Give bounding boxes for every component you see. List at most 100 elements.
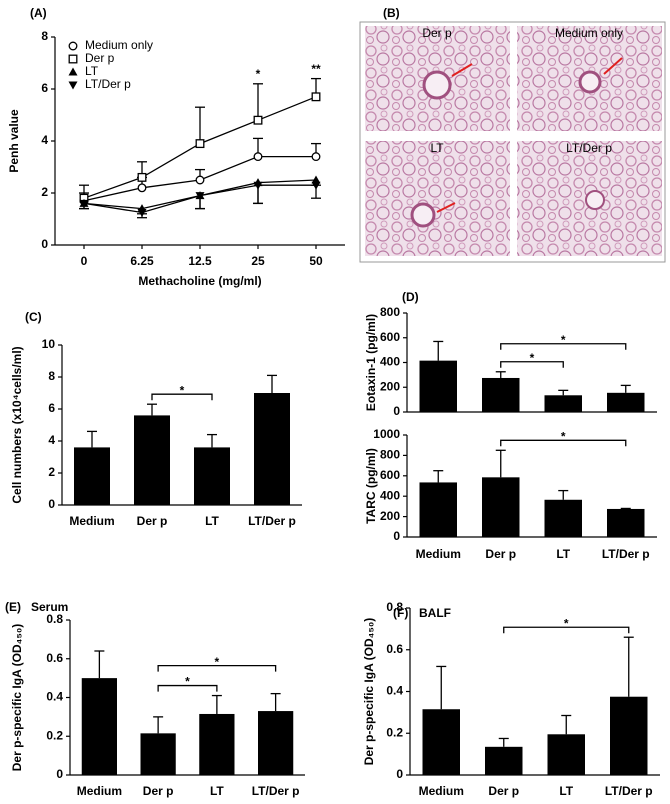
bar [544, 395, 582, 412]
legend-marker [68, 67, 78, 76]
y-tick-label: 0 [396, 767, 403, 781]
x-tick-label: Der p [137, 514, 168, 528]
point [195, 139, 205, 149]
x-tick-label: LT/Der p [248, 514, 296, 528]
point [311, 152, 321, 162]
error-bar [211, 694, 222, 714]
bar [258, 711, 294, 775]
x-tick-label: LT/Der p [602, 547, 650, 561]
y-tick-label: 0.6 [386, 642, 403, 656]
airway [585, 190, 605, 210]
error-bar [253, 83, 263, 121]
micrograph [365, 141, 510, 256]
y-tick-label: 0.6 [46, 651, 63, 665]
bar [254, 393, 290, 505]
point [311, 92, 321, 102]
y-tick-label: 200 [380, 379, 400, 393]
x-tick-label: Der p [485, 547, 516, 561]
y-axis-label: Cell numbers (x10⁴cells/ml) [10, 346, 24, 503]
micrograph-caption: LT [430, 141, 444, 155]
significance-label: * [215, 655, 220, 669]
annotation: ** [311, 62, 321, 76]
x-tick-label: 50 [309, 254, 323, 268]
y-tick-label: 10 [42, 337, 56, 351]
error-bar [195, 106, 205, 144]
y-tick-label: 0.4 [46, 690, 63, 704]
legend-marker [68, 81, 78, 90]
bar [419, 360, 457, 412]
bar [482, 477, 520, 537]
error-bar [207, 433, 217, 448]
legend-marker [68, 54, 78, 64]
error-bar [620, 384, 631, 393]
x-tick-label: Medium [416, 547, 461, 561]
y-tick-label: 0 [48, 497, 55, 511]
y-tick-label: 4 [41, 133, 48, 147]
x-axis-label: Methacholine (mg/ml) [138, 274, 261, 288]
x-tick-label: LT/Der p [605, 784, 653, 798]
y-tick-label: 1000 [373, 427, 400, 441]
error-bar [147, 403, 157, 416]
bar [81, 678, 117, 775]
error-bar [87, 430, 97, 448]
y-axis-label: Eotaxin-1 (pg/ml) [364, 314, 378, 411]
point [311, 175, 321, 184]
x-tick-label: 6.25 [130, 254, 154, 268]
arrow [451, 63, 473, 77]
panel-label: (C) [25, 310, 42, 324]
bar [485, 746, 523, 775]
legend-label: Medium only [85, 38, 153, 52]
y-tick-label: 400 [380, 355, 400, 369]
panel-label: (B) [383, 6, 400, 20]
significance-label: * [564, 616, 569, 630]
arrow [603, 57, 623, 75]
error-bar [153, 716, 164, 734]
significance-bracket [500, 361, 564, 368]
y-tick-label: 800 [380, 448, 400, 462]
y-tick-label: 8 [41, 29, 48, 43]
significance-bracket [157, 684, 218, 692]
bar [140, 733, 176, 775]
arrow [436, 202, 456, 213]
x-tick-label: Medium [77, 784, 122, 798]
y-tick-label: 0 [56, 767, 63, 781]
point [195, 192, 205, 201]
point [311, 181, 321, 190]
legend-label: Der p [85, 51, 115, 65]
airway [410, 202, 436, 228]
micrograph-caption: Der p [422, 26, 452, 40]
airway [578, 70, 602, 94]
bar [194, 447, 230, 505]
y-tick-label: 600 [380, 468, 400, 482]
significance-label: * [561, 429, 566, 443]
point [137, 183, 147, 193]
point [137, 209, 147, 217]
error-bar [623, 636, 634, 697]
error-bar [270, 692, 281, 712]
y-tick-label: 2 [41, 185, 48, 199]
y-tick-label: 0.2 [46, 728, 63, 742]
significance-label: * [185, 675, 190, 689]
significance-bracket [157, 664, 277, 672]
x-tick-label: 25 [251, 254, 265, 268]
x-tick-label: LT [210, 784, 224, 798]
x-tick-label: Medium [419, 784, 464, 798]
error-bar [498, 737, 509, 747]
error-bar [561, 714, 572, 735]
bar [607, 392, 645, 412]
legend-marker [68, 41, 78, 51]
legend-label: LT [85, 64, 99, 78]
y-tick-label: 2 [48, 465, 55, 479]
error-bar [94, 650, 105, 679]
significance-bracket [500, 343, 627, 350]
y-tick-label: 400 [380, 488, 400, 502]
micrograph-caption: Medium only [555, 26, 623, 40]
y-tick-label: 0.2 [386, 725, 403, 739]
bar [422, 709, 460, 775]
panel-subtitle: BALF [419, 606, 451, 620]
airway [422, 70, 452, 100]
bar [134, 415, 170, 505]
significance-bracket [500, 439, 627, 447]
significance-label: * [530, 351, 535, 365]
point [137, 172, 147, 182]
